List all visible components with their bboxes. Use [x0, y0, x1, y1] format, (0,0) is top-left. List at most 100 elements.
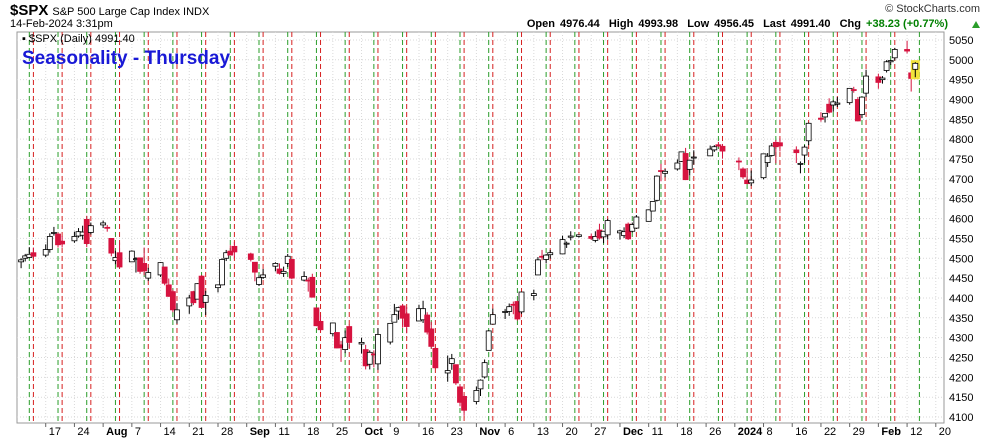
low-label: Low	[687, 18, 710, 30]
candle-body	[18, 259, 25, 263]
candle-body	[793, 149, 800, 154]
candle-body	[489, 314, 496, 325]
candle-body	[116, 252, 123, 268]
open-value: 4976.44	[560, 18, 600, 30]
candle-body	[104, 226, 111, 229]
x-tick-label: 20	[566, 426, 578, 438]
legend-label: ▪ $SPX (Daily) 4991.40	[22, 33, 135, 45]
chg-label: Chg	[839, 18, 861, 30]
candle-body	[719, 145, 726, 152]
plot-frame	[16, 31, 945, 424]
x-tick-label: 23	[451, 426, 463, 438]
candle-body	[375, 334, 381, 365]
x-tick-label: Feb	[881, 426, 901, 438]
candle-body	[457, 386, 463, 403]
candle-body	[387, 322, 394, 343]
candle-body	[198, 275, 205, 308]
candle-body	[846, 87, 853, 104]
x-tick-label: 13	[537, 426, 549, 438]
candle-body	[51, 232, 57, 234]
candle-body	[715, 144, 722, 147]
candle-body	[215, 284, 221, 289]
candle-body	[358, 342, 365, 345]
candle-body	[87, 225, 94, 233]
candle-body	[247, 253, 254, 260]
candle-body	[502, 311, 509, 313]
x-tick-label: 24	[77, 426, 89, 438]
candle-body	[161, 266, 168, 284]
candle-body	[403, 313, 410, 327]
candle-body	[707, 148, 714, 157]
y-tick-label: 4200	[949, 372, 973, 384]
candle-body	[42, 249, 49, 256]
x-tick-label: Nov	[479, 426, 501, 438]
candle-body	[399, 305, 406, 319]
brand-label[interactable]: © StockCharts.com	[885, 3, 980, 15]
candle-body	[740, 168, 746, 178]
y-tick-label: 4700	[949, 174, 973, 186]
candle-body	[452, 364, 459, 384]
candle-body	[826, 103, 833, 113]
candle-body	[850, 89, 857, 91]
candle-body	[834, 102, 841, 105]
candle-body	[227, 250, 234, 256]
y-tick-label: 4500	[949, 253, 973, 265]
candle-body	[818, 117, 824, 120]
candle-body	[477, 379, 484, 390]
candle-body	[904, 49, 910, 52]
x-tick-label: 6	[508, 426, 514, 438]
candle-body	[887, 60, 894, 63]
candle-body	[30, 252, 37, 257]
candle-body	[530, 293, 537, 296]
y-tick-label: 4250	[949, 353, 973, 365]
candle-body	[506, 306, 513, 312]
candle-body	[535, 259, 541, 276]
candle-body	[879, 77, 886, 81]
candle-body	[334, 332, 340, 349]
candle-body	[764, 155, 771, 163]
candle-body	[317, 320, 324, 331]
x-tick-label: 16	[795, 426, 807, 438]
candle-body	[686, 159, 693, 170]
candle-body	[461, 396, 467, 411]
candle-body	[256, 277, 262, 285]
chg-value: +38.23 (+0.77%)	[866, 18, 948, 30]
low-value: 4956.45	[714, 18, 755, 30]
candle-body	[543, 254, 550, 260]
y-tick-label: 4300	[949, 333, 973, 345]
candle-body	[859, 96, 865, 115]
candle-body	[649, 201, 656, 212]
candle-body	[559, 239, 566, 255]
candle-body	[485, 330, 492, 351]
x-tick-label: 8	[767, 426, 773, 438]
candle-body	[748, 179, 755, 184]
candle-body	[777, 142, 783, 147]
candle-body	[145, 272, 152, 279]
candle-body	[59, 240, 66, 245]
candle-body	[822, 112, 828, 118]
x-tick-label: Dec	[623, 426, 643, 438]
candle-body	[473, 390, 480, 402]
y-tick-label: 4900	[949, 94, 973, 106]
x-tick-label: Aug	[106, 426, 127, 438]
candle-body	[633, 216, 640, 229]
candle-body	[169, 291, 176, 311]
y-tick-label: 5050	[949, 35, 973, 47]
candle-body	[674, 162, 681, 170]
y-tick-label: 4100	[949, 412, 973, 424]
candle-body	[711, 146, 718, 151]
candle-body	[760, 153, 767, 179]
candle-body	[141, 263, 148, 272]
x-tick-label: 27	[594, 426, 606, 438]
y-tick-label: 4150	[949, 392, 973, 404]
x-tick-label: 21	[192, 426, 204, 438]
x-tick-label: 11	[652, 426, 663, 438]
candle-body	[202, 295, 209, 303]
x-tick-label: 14	[164, 426, 176, 438]
candle-body	[547, 252, 554, 256]
candle-body	[883, 61, 890, 71]
candle-body	[448, 358, 455, 364]
x-tick-label: 17	[49, 426, 61, 438]
candle-body	[563, 242, 570, 245]
